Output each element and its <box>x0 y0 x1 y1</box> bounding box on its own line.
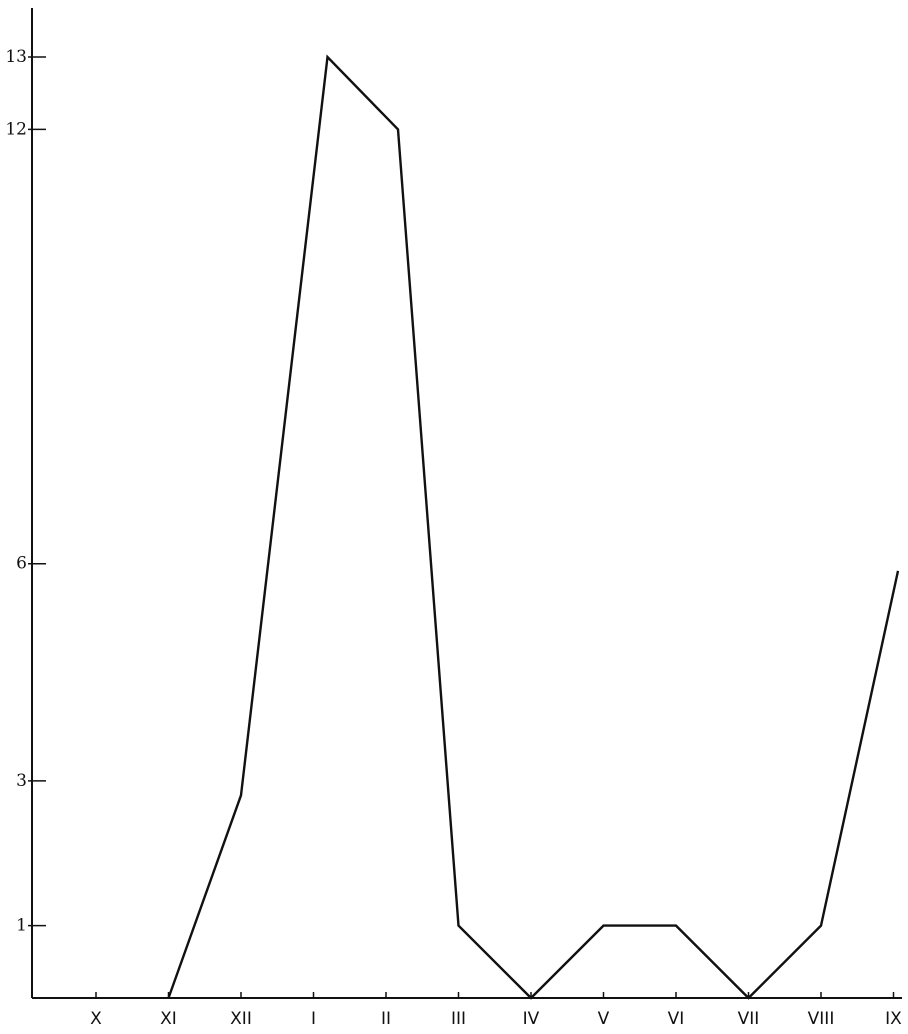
y-tick-label: 13 <box>5 47 27 67</box>
x-tick-label: X <box>90 1009 102 1029</box>
x-tick-label: IX <box>885 1009 902 1029</box>
series-line <box>167 54 900 1000</box>
x-tick-label: V <box>598 1009 610 1029</box>
y-tick-label: 1 <box>16 916 27 936</box>
x-tick-label: VIII <box>808 1009 835 1029</box>
x-axis-ticks: X XI XII I II III IV V VI VII VIII IX <box>90 992 902 1029</box>
x-tick-label: IV <box>523 1009 540 1029</box>
y-tick-label: 3 <box>16 771 27 791</box>
x-tick-label: XII <box>230 1009 252 1029</box>
x-tick-label: I <box>311 1009 316 1029</box>
y-tick-label: 12 <box>5 119 27 139</box>
x-tick-label: III <box>451 1009 466 1029</box>
x-tick-label: VII <box>738 1009 760 1029</box>
x-tick-label: XI <box>160 1009 177 1029</box>
x-tick-label: II <box>381 1009 391 1029</box>
x-tick-label: VI <box>668 1009 685 1029</box>
y-tick-label: 6 <box>16 554 27 574</box>
